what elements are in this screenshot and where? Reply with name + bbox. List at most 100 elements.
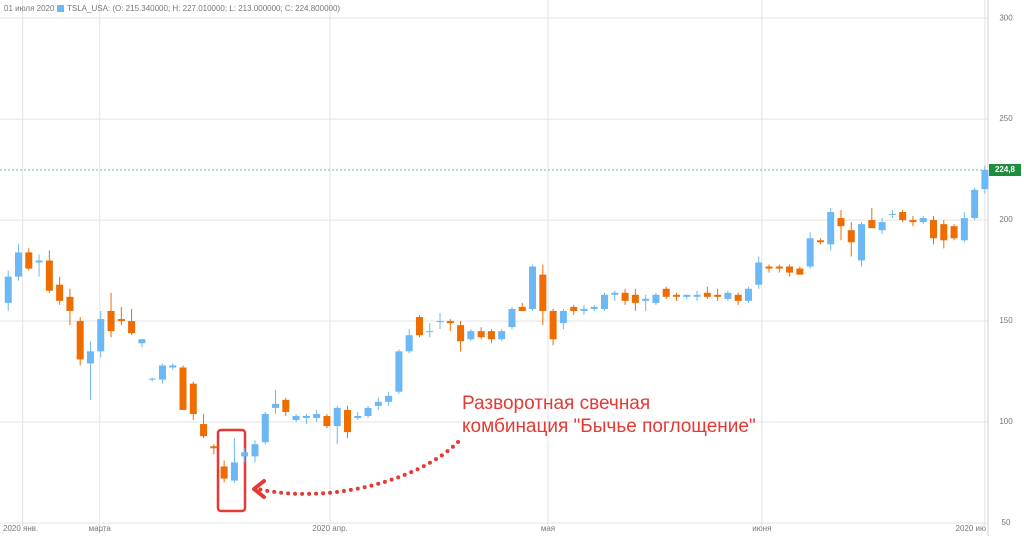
last-price-tag (989, 164, 1021, 177)
legend-text: TSLA_USA: (O: 215.340000; H: 227.010000;… (67, 4, 340, 13)
candle-body (405, 335, 413, 352)
candle-body (457, 325, 465, 342)
candle-body (302, 415, 310, 418)
candle-body (210, 446, 218, 449)
candle-body (529, 266, 537, 309)
candle-body (446, 321, 454, 324)
candle-body (652, 294, 660, 303)
candle-body (189, 383, 197, 414)
candle-body (107, 310, 115, 332)
candle-body (827, 212, 835, 245)
candle-body (621, 292, 629, 301)
x-tick-label: 2020 апр. (312, 524, 347, 533)
x-tick-label: 2020 янв. (3, 524, 38, 533)
candle-body (56, 284, 64, 301)
candle-body (518, 306, 526, 311)
candle-body (313, 413, 321, 418)
annotation-text: Разворотная свечная (462, 393, 650, 414)
candle-body (354, 415, 362, 418)
candle-body (230, 462, 238, 481)
candle-body (611, 292, 619, 295)
candle-body (930, 220, 938, 239)
x-tick-label: 2020 ию (956, 524, 987, 533)
candle-body (775, 266, 783, 269)
y-tick-label: 300 (999, 13, 1013, 22)
candle-body (858, 224, 866, 261)
candle-body (66, 296, 74, 311)
header-date: 01 июля 2020 (4, 4, 55, 13)
candle-body (940, 224, 948, 241)
candle-body (128, 321, 136, 334)
highlight-box (216, 428, 247, 513)
candle-body (806, 238, 814, 267)
candle-body (508, 308, 516, 328)
candle-body (796, 268, 804, 275)
candle-body (899, 212, 907, 221)
candle-body (4, 276, 12, 303)
candle-body (662, 288, 670, 297)
y-tick-label: 150 (999, 316, 1013, 325)
candle-body (323, 415, 331, 427)
candle-body (241, 452, 249, 457)
annotation-text: комбинация "Бычье поглощение" (462, 416, 756, 437)
y-tick-label: 250 (999, 114, 1013, 123)
candle-body (97, 319, 105, 352)
candle-body (744, 288, 752, 301)
candle-body (35, 260, 43, 263)
candle-body (786, 266, 794, 273)
candle-body (816, 240, 824, 243)
candle-body (45, 260, 53, 291)
candle-body (343, 409, 351, 433)
candle-body (601, 294, 609, 309)
candle-body (200, 424, 208, 437)
candle-body (868, 220, 876, 229)
grid (0, 0, 988, 526)
candle-body (960, 218, 968, 241)
candle-body (282, 399, 290, 412)
candle-body (487, 331, 495, 340)
candle-body (138, 339, 146, 344)
x-tick-label: июня (752, 524, 771, 533)
candle-body (15, 252, 23, 277)
candle-body (909, 220, 917, 223)
candle-body (220, 466, 228, 479)
arrow-head (252, 479, 266, 499)
candle-body (950, 226, 958, 239)
legend-swatch (57, 5, 64, 12)
candle-body (436, 321, 444, 323)
candle-body (467, 331, 475, 340)
candle-body (415, 317, 423, 336)
x-tick-label: мая (541, 524, 555, 533)
last-price-label: 224,8 (995, 165, 1016, 174)
candle-body (76, 321, 84, 360)
candle-body (765, 266, 773, 269)
candle-body (683, 294, 691, 297)
candle-body (477, 331, 485, 338)
candle-body (714, 294, 722, 297)
candle-body (580, 308, 588, 311)
x-tick-label: марта (89, 524, 112, 533)
candle-body (878, 222, 886, 231)
candle-body (385, 395, 393, 402)
candle-body (693, 294, 701, 297)
candle-body (590, 306, 598, 309)
candle-body (549, 310, 557, 340)
candle-body (642, 298, 650, 301)
y-tick-label: 100 (999, 417, 1013, 426)
candle-body (426, 331, 434, 333)
candle-body (703, 292, 711, 297)
candle-body (724, 292, 732, 299)
candle-body (734, 294, 742, 301)
candle-body (498, 331, 506, 340)
annotation-arrow (256, 440, 460, 496)
candle-body (539, 274, 547, 311)
candle-body (158, 365, 166, 380)
candle-body (570, 306, 578, 311)
candle-body (169, 365, 177, 368)
candle-body (971, 189, 979, 219)
candle-body (631, 294, 639, 303)
candle-body (148, 378, 156, 380)
candle-body (117, 319, 125, 322)
